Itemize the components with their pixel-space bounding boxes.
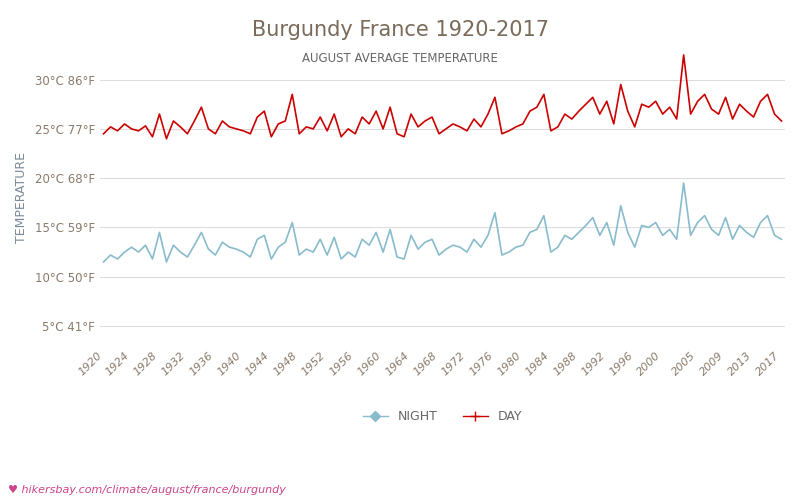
Legend: NIGHT, DAY: NIGHT, DAY [358,405,527,428]
Text: AUGUST AVERAGE TEMPERATURE: AUGUST AVERAGE TEMPERATURE [302,52,498,66]
Text: ♥ hikersbay.com/climate/august/france/burgundy: ♥ hikersbay.com/climate/august/france/bu… [8,485,286,495]
Y-axis label: TEMPERATURE: TEMPERATURE [15,152,28,244]
Text: Burgundy France 1920-2017: Burgundy France 1920-2017 [251,20,549,40]
